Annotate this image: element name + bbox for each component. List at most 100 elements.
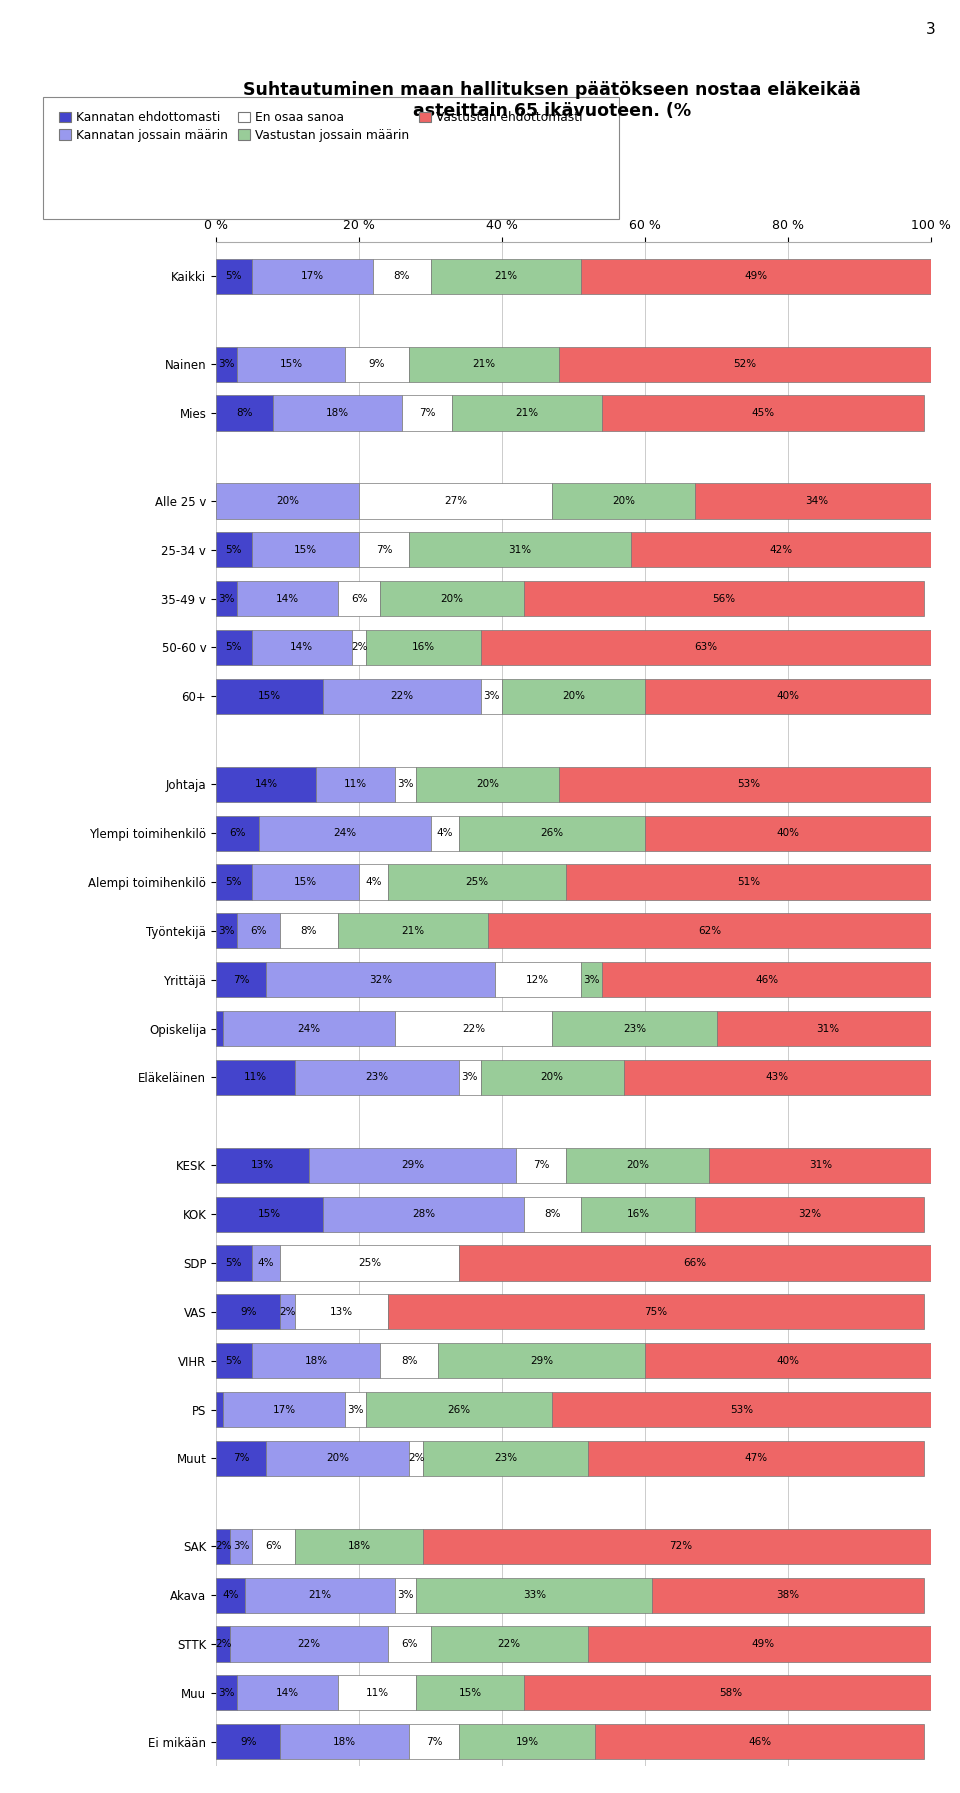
Text: 66%: 66% (684, 1259, 707, 1268)
Bar (366, 1391, 552, 1427)
Bar (523, 581, 924, 617)
Text: 18%: 18% (348, 1542, 371, 1551)
Text: 49%: 49% (744, 271, 768, 282)
Bar (488, 913, 931, 948)
Bar (595, 1725, 924, 1759)
Bar (216, 1343, 252, 1379)
Bar (345, 1391, 366, 1427)
Text: 20%: 20% (612, 497, 636, 506)
Text: 46%: 46% (748, 1737, 771, 1746)
Bar (588, 1626, 938, 1662)
Text: 7%: 7% (426, 1737, 443, 1746)
Bar (216, 1295, 280, 1329)
Text: 9%: 9% (369, 359, 385, 369)
Text: 15%: 15% (258, 692, 281, 701)
Bar (380, 581, 523, 617)
Bar (359, 484, 552, 518)
Text: 8%: 8% (544, 1208, 561, 1219)
Bar (216, 629, 252, 665)
Text: 3%: 3% (232, 1542, 250, 1551)
Bar (216, 396, 274, 430)
Text: 9%: 9% (240, 1307, 256, 1316)
Bar (280, 913, 338, 948)
Text: 2%: 2% (215, 1542, 231, 1551)
Bar (252, 629, 352, 665)
Text: 16%: 16% (627, 1208, 650, 1219)
Bar (581, 1196, 695, 1232)
Bar (481, 680, 502, 714)
Text: 49%: 49% (752, 1639, 775, 1650)
Text: 42%: 42% (770, 545, 793, 554)
Bar (216, 533, 252, 567)
Bar (216, 1148, 309, 1183)
Bar (417, 767, 560, 801)
Text: 4%: 4% (437, 828, 453, 837)
Bar (295, 1529, 423, 1563)
Bar (266, 963, 495, 997)
Text: 7%: 7% (232, 1454, 250, 1463)
Text: 17%: 17% (301, 271, 324, 282)
Text: 2%: 2% (350, 642, 368, 653)
Text: 18%: 18% (333, 1737, 356, 1746)
Text: 72%: 72% (669, 1542, 692, 1551)
Bar (216, 484, 359, 518)
Bar (430, 816, 459, 850)
Bar (495, 963, 581, 997)
Text: 14%: 14% (254, 780, 277, 789)
Bar (252, 864, 359, 900)
Bar (395, 1578, 417, 1612)
Text: 3%: 3% (397, 780, 414, 789)
Text: 14%: 14% (290, 642, 313, 653)
Bar (388, 864, 566, 900)
Bar (280, 1295, 295, 1329)
Bar (409, 346, 560, 382)
Text: 6%: 6% (350, 593, 368, 604)
Bar (216, 1626, 230, 1662)
Text: 46%: 46% (756, 975, 779, 984)
Bar (388, 1295, 924, 1329)
Bar (409, 1725, 459, 1759)
Text: 8%: 8% (394, 271, 410, 282)
Bar (409, 1442, 423, 1476)
Text: 5%: 5% (226, 271, 242, 282)
Bar (552, 1391, 931, 1427)
Bar (216, 581, 237, 617)
Text: 4%: 4% (222, 1590, 238, 1599)
Text: 16%: 16% (412, 642, 435, 653)
Text: 21%: 21% (516, 409, 539, 418)
Bar (216, 864, 252, 900)
Bar (417, 1578, 652, 1612)
Bar (366, 629, 481, 665)
Text: 21%: 21% (472, 359, 495, 369)
Text: 28%: 28% (412, 1208, 435, 1219)
Bar (216, 346, 237, 382)
Bar (216, 767, 316, 801)
Text: 47%: 47% (744, 1454, 768, 1463)
Text: 14%: 14% (276, 593, 300, 604)
Bar (409, 533, 631, 567)
Bar (602, 963, 931, 997)
Text: 3%: 3% (219, 1687, 235, 1698)
Text: 7%: 7% (375, 545, 393, 554)
Text: 32%: 32% (369, 975, 392, 984)
Bar (581, 963, 602, 997)
Bar (459, 816, 645, 850)
Text: 20%: 20% (476, 780, 499, 789)
Text: 24%: 24% (298, 1024, 321, 1033)
Bar (709, 1148, 931, 1183)
Text: 20%: 20% (441, 593, 464, 604)
Text: 2%: 2% (215, 1639, 231, 1650)
Text: 9%: 9% (240, 1737, 256, 1746)
Text: 18%: 18% (326, 409, 349, 418)
Bar (259, 816, 430, 850)
Bar (295, 1060, 459, 1096)
Bar (324, 1196, 523, 1232)
Text: 11%: 11% (366, 1687, 389, 1698)
Bar (566, 864, 931, 900)
Bar (716, 1011, 938, 1045)
Text: Suhtautuminen maan hallituksen päätökseen nostaa eläkeikää
asteittain 65 ikävuot: Suhtautuminen maan hallituksen päätöksee… (243, 81, 861, 120)
Bar (430, 1626, 588, 1662)
Bar (216, 1391, 223, 1427)
Bar (523, 1675, 938, 1711)
Text: 43%: 43% (766, 1072, 789, 1083)
